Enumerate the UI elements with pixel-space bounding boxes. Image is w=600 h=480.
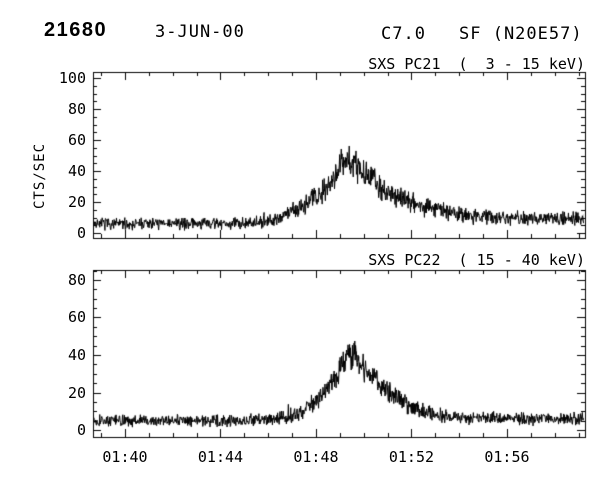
event-date: 3-JUN-00 bbox=[155, 22, 245, 42]
x-tick-label: 01:48 bbox=[293, 448, 339, 466]
plot-title-pc22: SXS PC22 ( 15 - 40 keV) bbox=[368, 251, 585, 269]
y-tick-label: 20 bbox=[67, 383, 86, 402]
y-tick-label: 40 bbox=[67, 346, 86, 364]
y-tick-label: 80 bbox=[67, 270, 86, 289]
y-tick-label: 0 bbox=[76, 421, 86, 440]
y-tick-label: 0 bbox=[76, 224, 86, 243]
y-tick-label: 20 bbox=[67, 193, 86, 212]
y-tick-label: 80 bbox=[67, 100, 86, 119]
y-tick-label: 40 bbox=[67, 162, 86, 181]
x-tick-label: 01:52 bbox=[388, 448, 435, 466]
x-tick-label: 01:44 bbox=[197, 448, 244, 466]
goes-class: C7.0 bbox=[381, 24, 426, 44]
x-tick-label: 01:40 bbox=[102, 448, 148, 466]
event-number: 21680 bbox=[44, 19, 108, 41]
plot-title-pc21: SXS PC21 ( 3 - 15 keV) bbox=[368, 55, 585, 73]
x-tick-label: 01:56 bbox=[484, 448, 530, 466]
y-tick-label: 100 bbox=[58, 69, 86, 88]
y-tick-label: 60 bbox=[67, 308, 86, 327]
flare-type-location: SF (N20E57) bbox=[459, 24, 583, 44]
y-tick-label: 60 bbox=[67, 131, 86, 150]
